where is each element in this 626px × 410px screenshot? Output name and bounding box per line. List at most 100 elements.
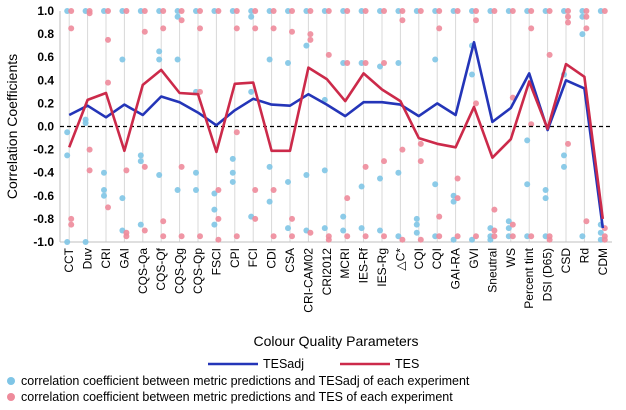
point-tesadj: [101, 187, 107, 194]
point-tes: [344, 59, 351, 66]
point-tesadj: [340, 227, 347, 234]
x-tick-label: GVI: [467, 248, 481, 269]
point-tesadj: [193, 169, 199, 176]
point-tes: [123, 8, 130, 14]
point-tes: [215, 236, 222, 243]
point-tes: [473, 100, 479, 107]
point-tes: [105, 8, 111, 14]
point-tes: [491, 206, 498, 213]
x-tick-label: WS: [504, 248, 518, 267]
point-tes: [141, 163, 148, 170]
point-tes: [491, 8, 498, 14]
point-tesadj: [64, 239, 71, 245]
series-lines: [60, 40, 612, 229]
point-tesadj: [450, 236, 457, 243]
point-tes: [491, 227, 498, 234]
point-tes: [160, 218, 167, 225]
point-tesadj: [137, 221, 144, 228]
point-tes: [270, 8, 277, 14]
point-tesadj: [229, 155, 236, 162]
point-tesadj: [137, 158, 144, 165]
point-tesadj: [561, 152, 567, 159]
point-tes: [473, 233, 479, 240]
point-tes: [160, 25, 167, 32]
y-tick-label: 0.4: [37, 73, 54, 87]
point-tesadj: [340, 213, 347, 220]
point-tesadj: [469, 71, 475, 78]
point-tes: [252, 215, 259, 222]
point-tes: [417, 8, 424, 14]
point-tesadj: [285, 225, 291, 232]
point-tesadj: [469, 236, 475, 243]
point-tes: [344, 195, 351, 202]
point-tes: [141, 28, 148, 35]
point-tes: [436, 233, 443, 240]
point-tes: [454, 195, 461, 202]
legend: TESadj TES correlation coefficient betwe…: [7, 357, 470, 404]
point-tes: [436, 213, 443, 220]
point-tes: [344, 8, 351, 14]
point-tes: [473, 17, 479, 24]
point-tesadj: [487, 236, 494, 243]
point-tes: [417, 140, 424, 147]
point-tesadj: [64, 129, 71, 136]
point-tes: [325, 51, 332, 58]
point-tes: [583, 13, 590, 20]
point-tes: [252, 8, 259, 14]
point-tes: [399, 17, 406, 24]
point-tes: [270, 233, 277, 240]
point-tesadj: [505, 218, 512, 225]
point-tesadj: [579, 31, 586, 38]
x-tick-label: IES-Rf: [357, 247, 371, 283]
point-tes: [160, 233, 167, 240]
y-tick-label: -0.6: [33, 189, 54, 203]
point-tesadj: [395, 169, 402, 176]
point-tes: [68, 25, 75, 32]
point-tesadj: [101, 192, 107, 199]
point-tesadj: [413, 221, 420, 228]
point-tes: [86, 146, 93, 153]
point-tesadj: [395, 233, 402, 240]
point-tes: [123, 167, 130, 174]
point-tesadj: [137, 152, 144, 159]
point-tes: [86, 167, 93, 174]
x-tick-label: CQS-Qg: [173, 248, 187, 294]
point-tesadj: [229, 178, 236, 185]
point-tes: [362, 233, 369, 240]
point-tesadj: [413, 215, 420, 222]
point-tesadj: [377, 227, 383, 234]
point-tes: [362, 163, 369, 170]
point-tes: [565, 19, 571, 26]
x-tick-label: CRI2012: [320, 248, 334, 296]
point-tesadj: [266, 163, 273, 170]
point-tesadj: [193, 187, 199, 194]
point-tesadj: [248, 88, 255, 95]
point-tes: [178, 233, 185, 240]
point-tesadj: [432, 56, 439, 63]
x-tick-label: CQI: [430, 248, 444, 269]
x-tick-label: FCI: [246, 248, 260, 267]
point-tesadj: [101, 169, 107, 176]
point-tes: [565, 8, 571, 14]
point-tes: [105, 36, 111, 43]
point-tesadj: [266, 198, 273, 205]
point-tesadj: [156, 172, 163, 179]
point-tes: [509, 8, 516, 14]
point-tesadj: [229, 169, 236, 176]
point-tes: [289, 8, 295, 14]
point-tes: [141, 8, 148, 14]
legend-label-tes: TES: [395, 357, 419, 371]
point-tes: [399, 146, 406, 153]
point-tesadj: [119, 56, 126, 63]
point-tes: [546, 8, 553, 14]
point-tes: [178, 8, 185, 14]
point-tes: [233, 129, 240, 136]
x-tick-label: CRI: [99, 248, 113, 269]
point-tes: [270, 187, 277, 194]
point-tes: [583, 8, 590, 14]
y-axis-title: Correlation Coefficients: [4, 54, 20, 199]
point-tes: [528, 121, 535, 128]
point-tesadj: [524, 137, 531, 144]
point-tesadj: [413, 229, 420, 236]
y-tick-label: 1.0: [37, 4, 54, 18]
